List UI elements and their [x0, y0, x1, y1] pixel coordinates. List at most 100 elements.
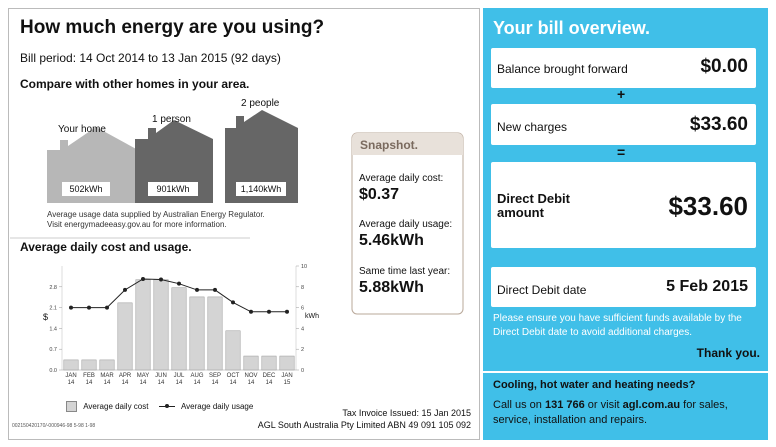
- payment-note: Please ensure you have sufficient funds …: [493, 313, 742, 338]
- document-code: 002150420170/-000946-98 5-98 1-98: [12, 423, 96, 429]
- text: Call us on: [493, 399, 545, 411]
- line-point: [87, 305, 91, 310]
- line-point: [249, 309, 253, 314]
- left-panel: [8, 8, 480, 440]
- x-tick-label: JAN 15: [281, 373, 293, 386]
- home-value: 1,140kWh: [236, 182, 286, 196]
- bar: [189, 296, 205, 371]
- line-point: [141, 277, 145, 281]
- phone: 131 766: [544, 399, 585, 411]
- bar: [153, 279, 169, 371]
- snapshot-value: $0.37: [359, 186, 400, 203]
- x-tick-label: APR 14: [118, 373, 132, 386]
- line-point: [69, 305, 73, 310]
- bar: [243, 355, 259, 371]
- home-label: 2 people: [241, 98, 280, 109]
- y-tick-label: 2.8: [49, 285, 57, 291]
- line-point: [177, 281, 181, 286]
- text: for sales, service, installation and rep…: [493, 399, 728, 426]
- title: How much energy are you using?: [20, 17, 325, 38]
- overview-title: Your bill overview.: [493, 18, 651, 38]
- line-point: [105, 305, 109, 310]
- y-tick-label: 0.7: [49, 347, 57, 353]
- y2-axis-label: kWh: [305, 313, 319, 320]
- bar: [117, 302, 133, 371]
- home-label: Your home: [58, 124, 106, 135]
- snapshot-label: Average daily cost:: [359, 173, 444, 184]
- row-label: Direct Debit amount: [497, 191, 570, 220]
- y-tick-label: 2.1: [49, 306, 57, 312]
- home-label: 1 person: [152, 114, 191, 125]
- company: AGL South Australia Pty Limited ABN 49 0…: [257, 420, 471, 430]
- row-value: $0.00: [700, 56, 748, 77]
- line-point: [213, 287, 217, 292]
- line-point: [159, 277, 163, 282]
- row-value: 5 Feb 2015: [666, 278, 748, 295]
- x-tick-label: JUN 14: [155, 373, 167, 386]
- bar: [279, 355, 295, 371]
- source-note: Average usage data supplied by Australia…: [47, 210, 265, 219]
- x-tick-label: OCT 14: [226, 373, 240, 386]
- home-value: 901kWh: [148, 182, 198, 196]
- bar: [135, 279, 151, 371]
- bar: [99, 359, 115, 371]
- home-value: 502kWh: [62, 182, 110, 196]
- line-point: [195, 287, 199, 292]
- house-icon: [225, 110, 298, 203]
- row-label: Balance brought forward: [497, 62, 628, 76]
- x-tick-label: MAR 14: [100, 373, 114, 386]
- bar: [81, 359, 97, 371]
- line-point: [285, 309, 289, 314]
- bar: [207, 296, 223, 371]
- debit-row: Direct Debit amount $33.60: [491, 162, 756, 248]
- snapshot-value: 5.88kWh: [359, 279, 424, 296]
- website[interactable]: agl.com.au: [622, 399, 681, 411]
- bar: [261, 355, 277, 371]
- row-value: $33.60: [668, 191, 748, 221]
- line-point: [123, 287, 127, 292]
- balance-row: Balance brought forward $0.00: [491, 48, 756, 88]
- legend-label: Average daily usage: [180, 401, 254, 411]
- contact-text: Call us on 131 766 or visit agl.com.au f…: [493, 398, 761, 428]
- legend-swatch: [66, 401, 77, 412]
- charges-row: New charges $33.60: [491, 104, 756, 145]
- thanks: Thank you.: [696, 346, 760, 360]
- line-point: [231, 300, 235, 305]
- x-tick-label: JUL 14: [173, 373, 185, 386]
- x-tick-label: AUG 14: [190, 373, 204, 386]
- snapshot-label: Same time last year:: [359, 266, 451, 277]
- snapshot-header: [352, 133, 463, 155]
- y2-tick-label: 8: [301, 285, 304, 291]
- chart-title: Average daily cost and usage.: [20, 240, 192, 254]
- x-tick-label: FEB 14: [83, 373, 95, 386]
- equals-sign: =: [617, 144, 626, 160]
- y-tick-label: 0.0: [49, 368, 57, 374]
- compare-title: Compare with other homes in your area.: [20, 77, 250, 91]
- row-value: $33.60: [689, 114, 748, 135]
- legend: Average daily cost Average daily usage: [66, 401, 253, 413]
- issue-date: Tax Invoice Issued: 15 Jan 2015: [342, 408, 471, 418]
- x-tick-label: SEP 14: [208, 373, 221, 386]
- x-tick-label: MAY 14: [136, 373, 150, 386]
- bill-period: Bill period: 14 Oct 2014 to 13 Jan 2015 …: [20, 51, 281, 65]
- y2-tick-label: 2: [301, 347, 304, 353]
- row-label: Direct Debit date: [497, 283, 587, 297]
- plus-sign: +: [617, 86, 626, 102]
- source-note: Visit energymadeeasy.gov.au for more inf…: [47, 220, 227, 229]
- y2-tick-label: 6: [301, 306, 304, 312]
- y-tick-label: 1.4: [49, 326, 57, 332]
- bar: [225, 330, 241, 371]
- y2-tick-label: 10: [301, 264, 307, 270]
- date-row: Direct Debit date 5 Feb 2015: [491, 267, 756, 307]
- y2-tick-label: 4: [301, 326, 304, 332]
- snapshot-value: 5.46kWh: [359, 232, 424, 249]
- contact-title: Cooling, hot water and heating needs?: [493, 379, 696, 391]
- text: or visit: [584, 399, 623, 411]
- bar: [63, 359, 79, 371]
- bar: [171, 287, 187, 371]
- snapshot-title: Snapshot.: [360, 138, 419, 152]
- legend-swatch: [158, 404, 175, 408]
- legend-label: Average daily cost: [83, 401, 149, 411]
- row-label: New charges: [497, 120, 568, 134]
